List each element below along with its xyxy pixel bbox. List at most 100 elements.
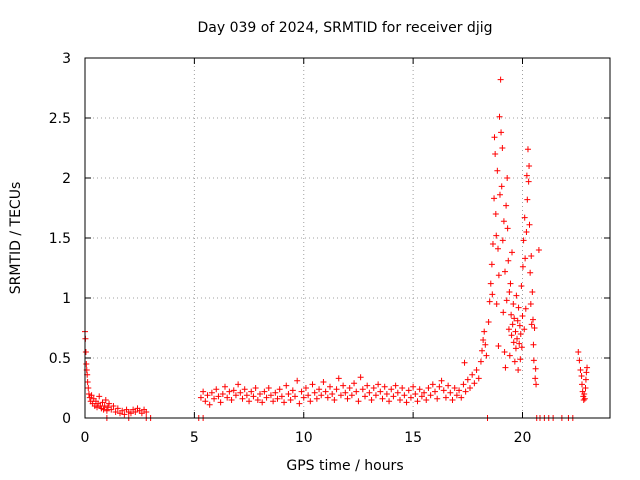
data-point [370,385,377,391]
data-point [283,382,290,389]
data-point [102,397,109,403]
data-point [513,292,520,299]
data-point [581,391,588,397]
data-point [498,129,505,136]
data-point [298,388,305,395]
data-point [327,383,333,390]
data-point [515,304,522,311]
data-point [487,280,494,287]
data-point [477,358,484,365]
data-point [313,395,320,402]
data-point [217,399,224,406]
data-point [263,394,270,401]
data-point [434,395,441,402]
data-point [132,409,139,415]
data-point [138,410,145,417]
data-point [522,255,529,262]
data-point [516,340,523,347]
data-point [494,167,501,174]
data-point [530,357,537,364]
data-point [235,381,242,388]
data-point [418,393,425,400]
data-point [200,388,207,395]
data-point [399,385,406,391]
plot-frame [84,57,611,419]
data-point [364,382,371,389]
data-point [351,380,358,387]
data-point [578,373,585,379]
data-point [100,406,107,413]
data-point [296,400,303,407]
data-point [577,367,584,373]
data-point [281,399,288,406]
grid [85,58,610,418]
data-point [427,392,434,399]
data-point [392,382,399,389]
data-point [516,322,523,329]
data-point [493,301,500,307]
data-point [410,383,417,390]
data-point [518,283,525,289]
data-point [514,317,521,324]
data-point [342,389,349,396]
data-point [500,309,507,316]
data-point [394,389,401,396]
data-point [583,369,590,376]
x-axis-ticks: 0 5 10 15 20 [81,58,531,446]
data-point [252,385,259,391]
data-point [475,375,482,382]
data-point [318,392,325,399]
data-point [496,113,503,120]
y-tick-label: 2 [62,171,71,187]
y-tick-label: 0.5 [49,351,71,367]
data-point [121,411,128,418]
data-point [498,183,505,190]
data-point [414,398,421,405]
data-point [456,387,463,394]
x-tick-label: 0 [81,430,90,446]
data-point [84,379,91,385]
data-point [533,381,540,388]
data-point [492,211,499,217]
data-point [526,163,533,169]
data-point [532,375,539,382]
data-point [237,389,244,396]
data-point [307,398,314,405]
data-point [496,191,503,198]
data-point [497,76,504,83]
data-point [521,326,528,333]
data-point [514,335,521,342]
data-point [486,298,493,305]
data-point [521,214,528,221]
chart-title: Day 039 of 2024, SRMTID for receiver dji… [198,20,493,36]
data-point [449,397,456,403]
data-point [85,391,92,397]
data-point [503,202,510,209]
data-point [197,394,204,401]
data-point [440,387,447,394]
data-point [519,263,526,270]
data-point [522,305,529,312]
data-point [368,397,375,403]
data-point [331,397,338,403]
y-axis-ticks: 0 0.5 1 1.5 2 2.5 3 [49,51,610,427]
data-point [294,377,301,384]
data-point [289,387,296,394]
data-point [213,386,220,393]
data-point [383,391,390,397]
data-point [582,376,589,383]
data-point [348,392,355,399]
data-point [507,280,514,287]
data-point [461,359,468,366]
data-point [267,392,274,399]
data-point [506,352,513,359]
data-point [489,241,496,247]
data-point [512,328,519,335]
data-point [366,389,373,396]
data-point [285,391,292,397]
data-point [447,389,454,396]
data-point [239,395,246,402]
data-point [525,178,532,185]
data-point [502,364,509,371]
data-point [322,388,329,395]
